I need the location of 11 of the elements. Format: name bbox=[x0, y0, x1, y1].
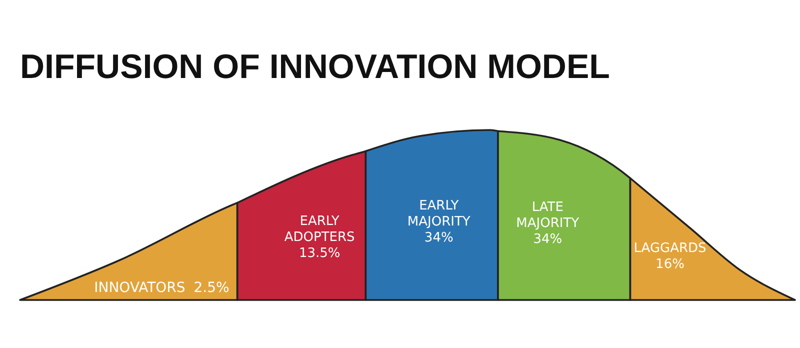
category-label: LATE MAJORITY bbox=[516, 200, 580, 232]
data-label: 34% bbox=[424, 230, 454, 246]
data-label: 13.5% bbox=[298, 246, 340, 261]
data-label: 34% bbox=[533, 232, 562, 248]
category-label: INNOVATORS bbox=[94, 280, 186, 296]
data-label: 16% bbox=[656, 257, 684, 272]
category-label: EARLY MAJORITY bbox=[407, 198, 470, 230]
category-label: EARLY ADOPTERS bbox=[284, 214, 355, 245]
data-label: 2.5% bbox=[194, 280, 230, 296]
category-label: LAGGARDS bbox=[634, 241, 706, 256]
text: DIFFUSION OF INNOVATION MODEL bbox=[20, 48, 610, 86]
